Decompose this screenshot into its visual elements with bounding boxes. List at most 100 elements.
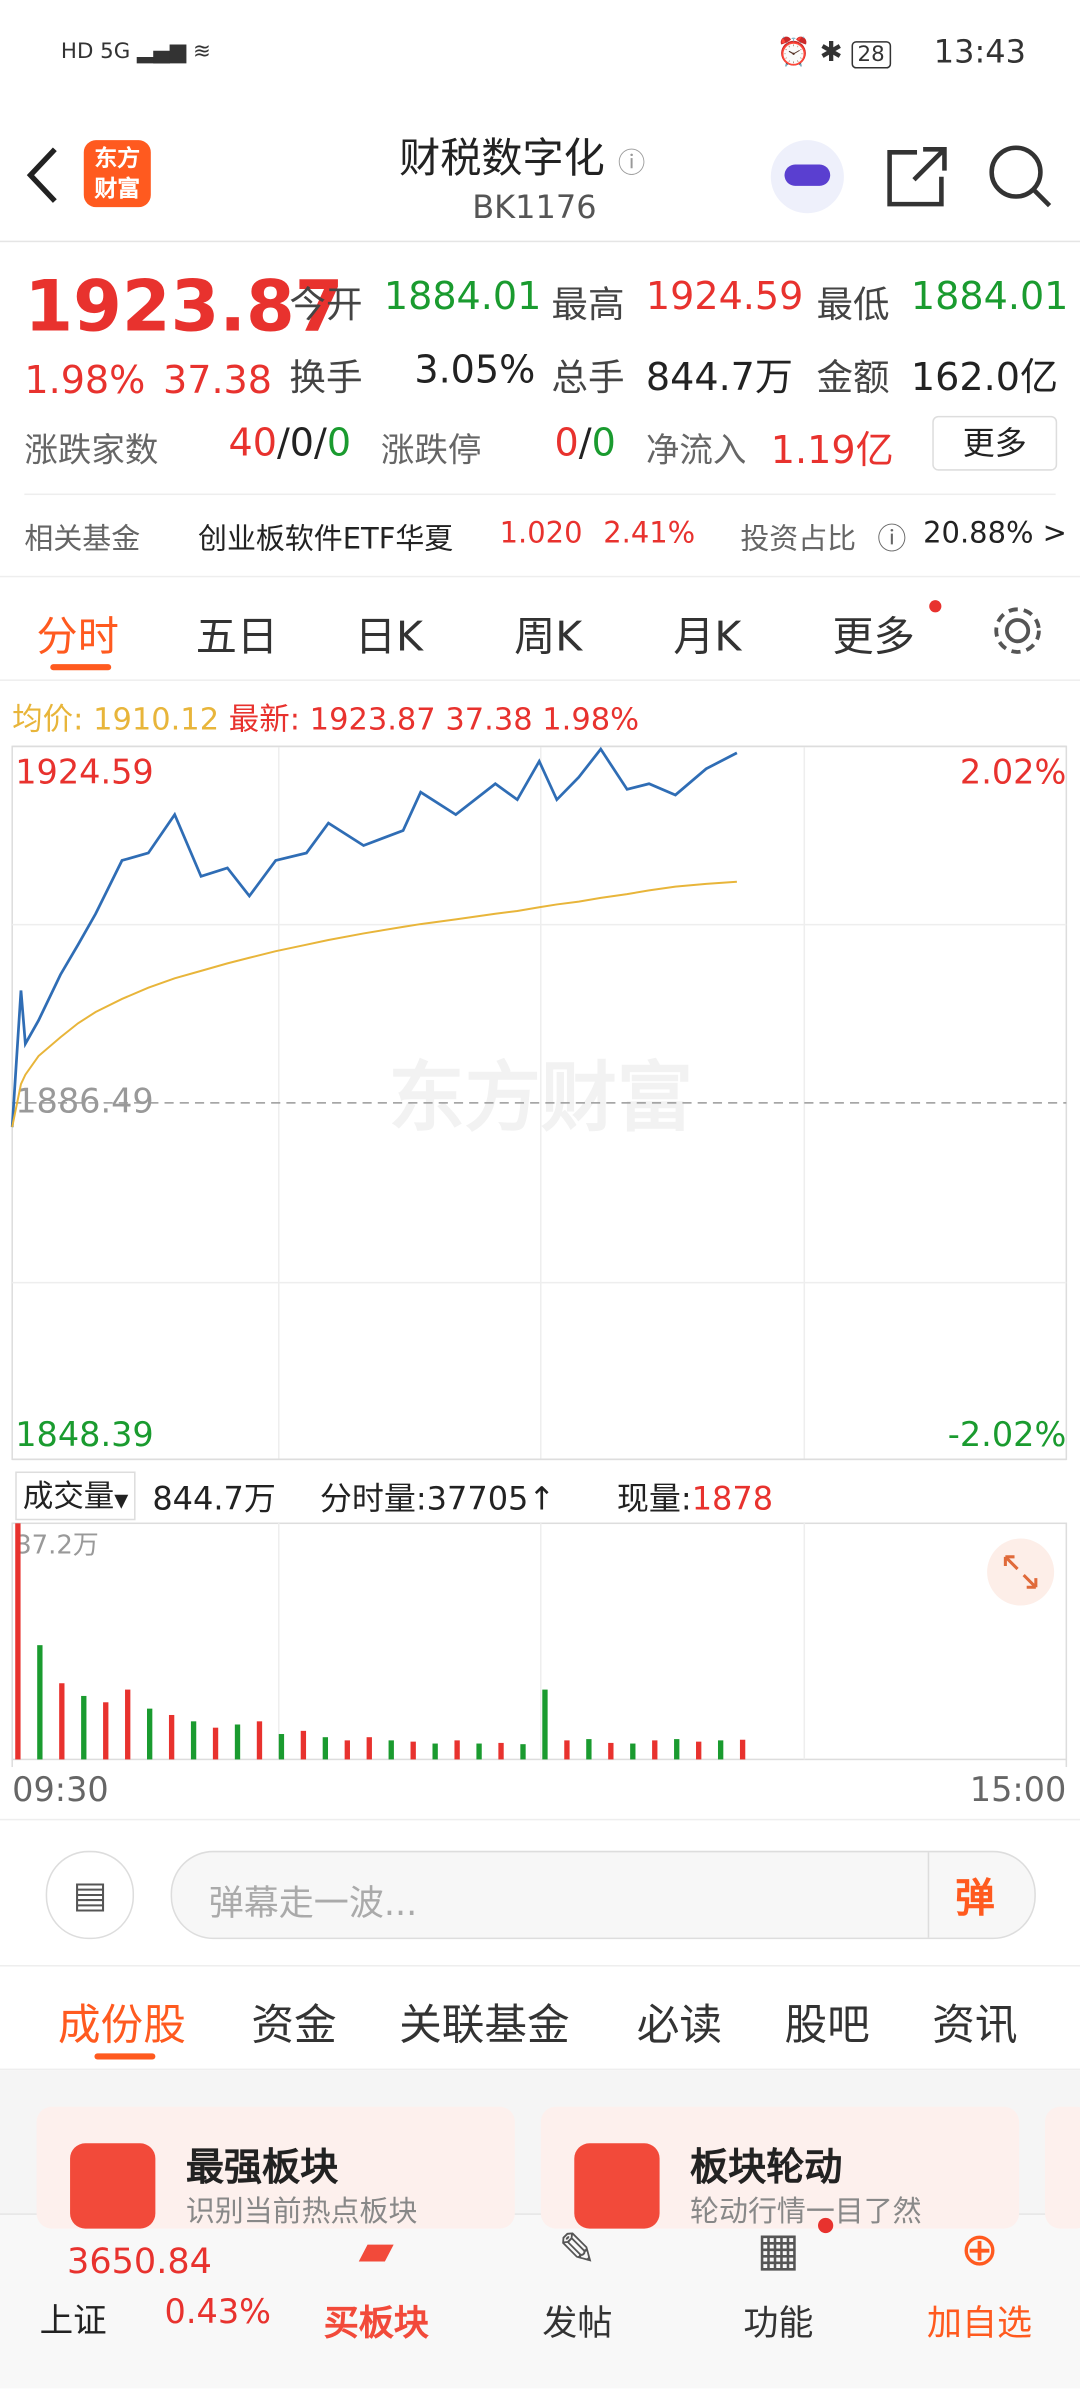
card-desc: 轮动行情一目了然 bbox=[690, 2195, 922, 2229]
limit-up: 0 bbox=[554, 420, 579, 465]
y2-tick-label: -2.02% bbox=[948, 1415, 1067, 1454]
battery: 28 bbox=[851, 41, 891, 69]
minute-label: 分时量: bbox=[319, 1480, 427, 1518]
logo[interactable]: 东方 财富 bbox=[83, 140, 151, 208]
y-tick-label: 1848.39 bbox=[15, 1415, 154, 1454]
nav-label[interactable]: 发帖 bbox=[542, 2304, 613, 2345]
share-button[interactable] bbox=[884, 143, 951, 210]
period-tab[interactable]: 周K bbox=[514, 613, 583, 662]
sub-tab[interactable]: 资金 bbox=[251, 2000, 337, 2051]
card[interactable]: 最强板块 识别当前热点板块 bbox=[36, 2106, 515, 2229]
period-tab[interactable]: 日K bbox=[354, 613, 424, 662]
fund-price: 1.020 bbox=[499, 516, 583, 550]
period-tab[interactable]: 月K bbox=[673, 613, 742, 662]
volume-bar bbox=[278, 1734, 285, 1760]
volume-bar bbox=[125, 1689, 131, 1760]
logo-text: 财富 bbox=[94, 175, 141, 203]
fund-name[interactable]: 创业板软件ETF华夏 bbox=[198, 522, 454, 557]
search-button[interactable] bbox=[987, 143, 1054, 210]
last: 1923.87 bbox=[309, 700, 436, 738]
volume-bar bbox=[674, 1739, 680, 1760]
nav-icon[interactable]: ✎ bbox=[558, 2224, 597, 2278]
divider bbox=[0, 2068, 1080, 2071]
volume-bar bbox=[234, 1724, 241, 1760]
clock: 13:43 bbox=[933, 33, 1026, 71]
x-tick-label: 15:00 bbox=[970, 1770, 1067, 1809]
sub-tab[interactable]: 必读 bbox=[636, 2000, 723, 2051]
index-value[interactable]: 3650.84 bbox=[67, 2242, 212, 2282]
stat-label: 今开 bbox=[289, 283, 363, 326]
series-line bbox=[11, 880, 737, 1128]
nav-label[interactable]: 加自选 bbox=[926, 2304, 1033, 2345]
volume-bar bbox=[168, 1714, 175, 1760]
card[interactable]: 板块轮动轮动行情一目了然 bbox=[540, 2106, 1020, 2229]
stat-label: 换手 bbox=[289, 356, 363, 400]
stat-value: 1884.01 bbox=[383, 274, 542, 319]
period-tab[interactable]: 分时 bbox=[36, 613, 119, 662]
period-tab[interactable]: 五日 bbox=[195, 613, 279, 662]
volume-total: 844.7万 bbox=[152, 1480, 276, 1518]
card-icon bbox=[574, 2143, 660, 2229]
volume-bar bbox=[586, 1739, 592, 1760]
back-button[interactable] bbox=[21, 143, 67, 207]
last-label: 最新: bbox=[228, 700, 300, 738]
volume-bar bbox=[608, 1742, 614, 1760]
stat-label: 总手 bbox=[551, 356, 625, 400]
index-name: 上证 bbox=[39, 2303, 107, 2342]
sub-tab[interactable]: 资讯 bbox=[932, 2000, 1018, 2051]
change: 37.38 bbox=[162, 357, 273, 403]
volume-bar bbox=[59, 1683, 65, 1760]
breadth: 40/0/0 bbox=[228, 420, 351, 464]
summary-pct: 1.98% bbox=[542, 700, 640, 738]
volume-bar bbox=[564, 1740, 570, 1760]
sub-tab[interactable]: 关联基金 bbox=[399, 2000, 570, 2051]
volume-bar bbox=[388, 1740, 394, 1760]
avg: 1910.12 bbox=[93, 700, 220, 738]
volume-bar bbox=[410, 1741, 416, 1760]
volume-bar bbox=[103, 1702, 109, 1760]
volume-bar bbox=[15, 1523, 21, 1760]
volume-select[interactable]: 成交量▼ bbox=[15, 1471, 136, 1521]
volume-bar bbox=[454, 1740, 460, 1760]
volume-bar bbox=[498, 1742, 504, 1760]
divider bbox=[0, 240, 1080, 243]
robot-button[interactable] bbox=[770, 140, 844, 214]
series-line bbox=[10, 746, 738, 1128]
y-tick-label: 1924.59 bbox=[15, 752, 154, 791]
comment-toggle[interactable]: ▤ bbox=[45, 1850, 135, 1940]
volume-bar bbox=[652, 1740, 658, 1760]
expand-button[interactable] bbox=[987, 1538, 1055, 1606]
breadth-down: 0 bbox=[326, 420, 352, 465]
breadth-flat: /0/ bbox=[276, 420, 327, 465]
card-title: 板块轮动 bbox=[690, 2144, 843, 2189]
nav-icon[interactable]: ⊕ bbox=[960, 2224, 999, 2278]
fund-pct: 2.41% bbox=[603, 516, 696, 550]
volume-bar bbox=[37, 1645, 43, 1760]
nav-icon[interactable]: ▰ bbox=[358, 2224, 394, 2278]
sub-tab[interactable]: 成份股 bbox=[57, 2000, 186, 2051]
divider bbox=[0, 1965, 1080, 1967]
volume-frame bbox=[11, 1522, 1068, 1761]
price: 1923.87 bbox=[24, 265, 344, 348]
nav-label[interactable]: 买板块 bbox=[323, 2304, 429, 2345]
more-button[interactable]: 更多 bbox=[932, 415, 1058, 471]
settings-button[interactable] bbox=[990, 603, 1045, 658]
summary: 均价: 1910.12 最新: 1923.87 37.38 1.98% bbox=[12, 695, 639, 739]
nav-label[interactable]: 功能 bbox=[743, 2304, 814, 2345]
danmu-button[interactable]: 弹 bbox=[955, 1876, 995, 1923]
period-tab[interactable]: 更多 bbox=[832, 613, 915, 662]
card-desc: 识别当前热点板块 bbox=[185, 2195, 418, 2229]
grid bbox=[12, 746, 1067, 1760]
nav-icon[interactable]: ▦ bbox=[756, 2224, 800, 2278]
comment-input[interactable]: 弹幕走一波... 弹 bbox=[170, 1850, 1036, 1940]
volume-bar bbox=[322, 1737, 329, 1760]
flow: 1.19亿 bbox=[770, 428, 894, 473]
stat-value: 844.7万 bbox=[645, 354, 793, 400]
sub-tab-indicator bbox=[94, 2053, 156, 2060]
minute-value: 37705↑ bbox=[426, 1480, 556, 1518]
ratio[interactable]: 20.88% > bbox=[923, 516, 1067, 550]
sub-tab[interactable]: 股吧 bbox=[784, 2000, 870, 2051]
minute-volume: 分时量:37705↑ bbox=[320, 1475, 555, 1521]
